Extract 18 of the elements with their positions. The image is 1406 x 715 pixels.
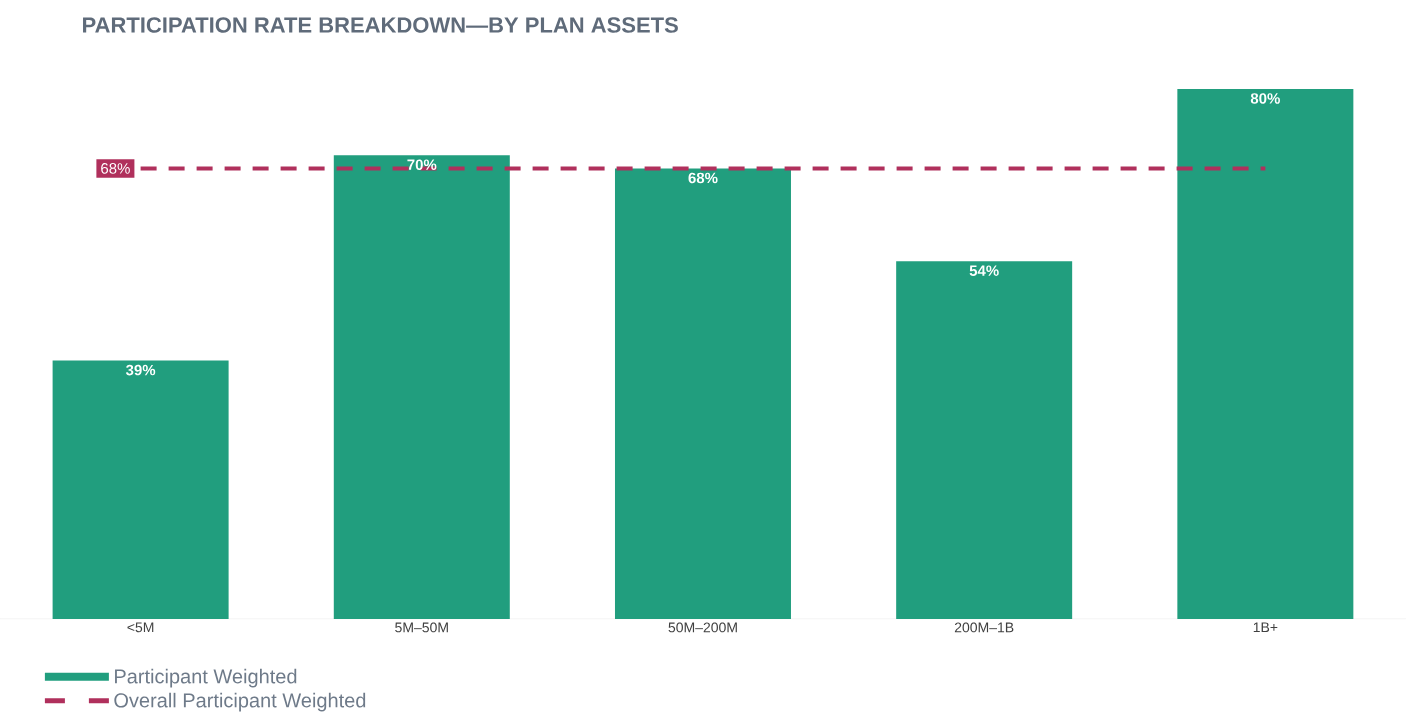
chart-title: PARTICIPATION RATE BREAKDOWN—BY PLAN ASSETS [83,17,678,33]
bar [333,155,510,619]
x-tick-label: 50M–200M [668,622,737,633]
bar [896,261,1073,619]
bar [1177,88,1354,619]
x-tick-label: 5M–50M [395,622,448,633]
bar [52,360,229,619]
legend-label: Overall Participant Weighted [114,692,366,712]
data-label: 68% [688,172,718,184]
x-tick-label: <5M [127,622,154,633]
data-label: 70% [407,159,437,170]
data-label: 54% [969,265,999,276]
data-label: 80% [1250,93,1280,104]
legend-label: Participant Weighted [115,668,297,688]
x-tick-label: 200M–1B [954,622,1014,633]
bar [614,168,791,619]
x-tick-label: 1B+ [1253,622,1278,633]
data-label: 39% [125,364,156,376]
